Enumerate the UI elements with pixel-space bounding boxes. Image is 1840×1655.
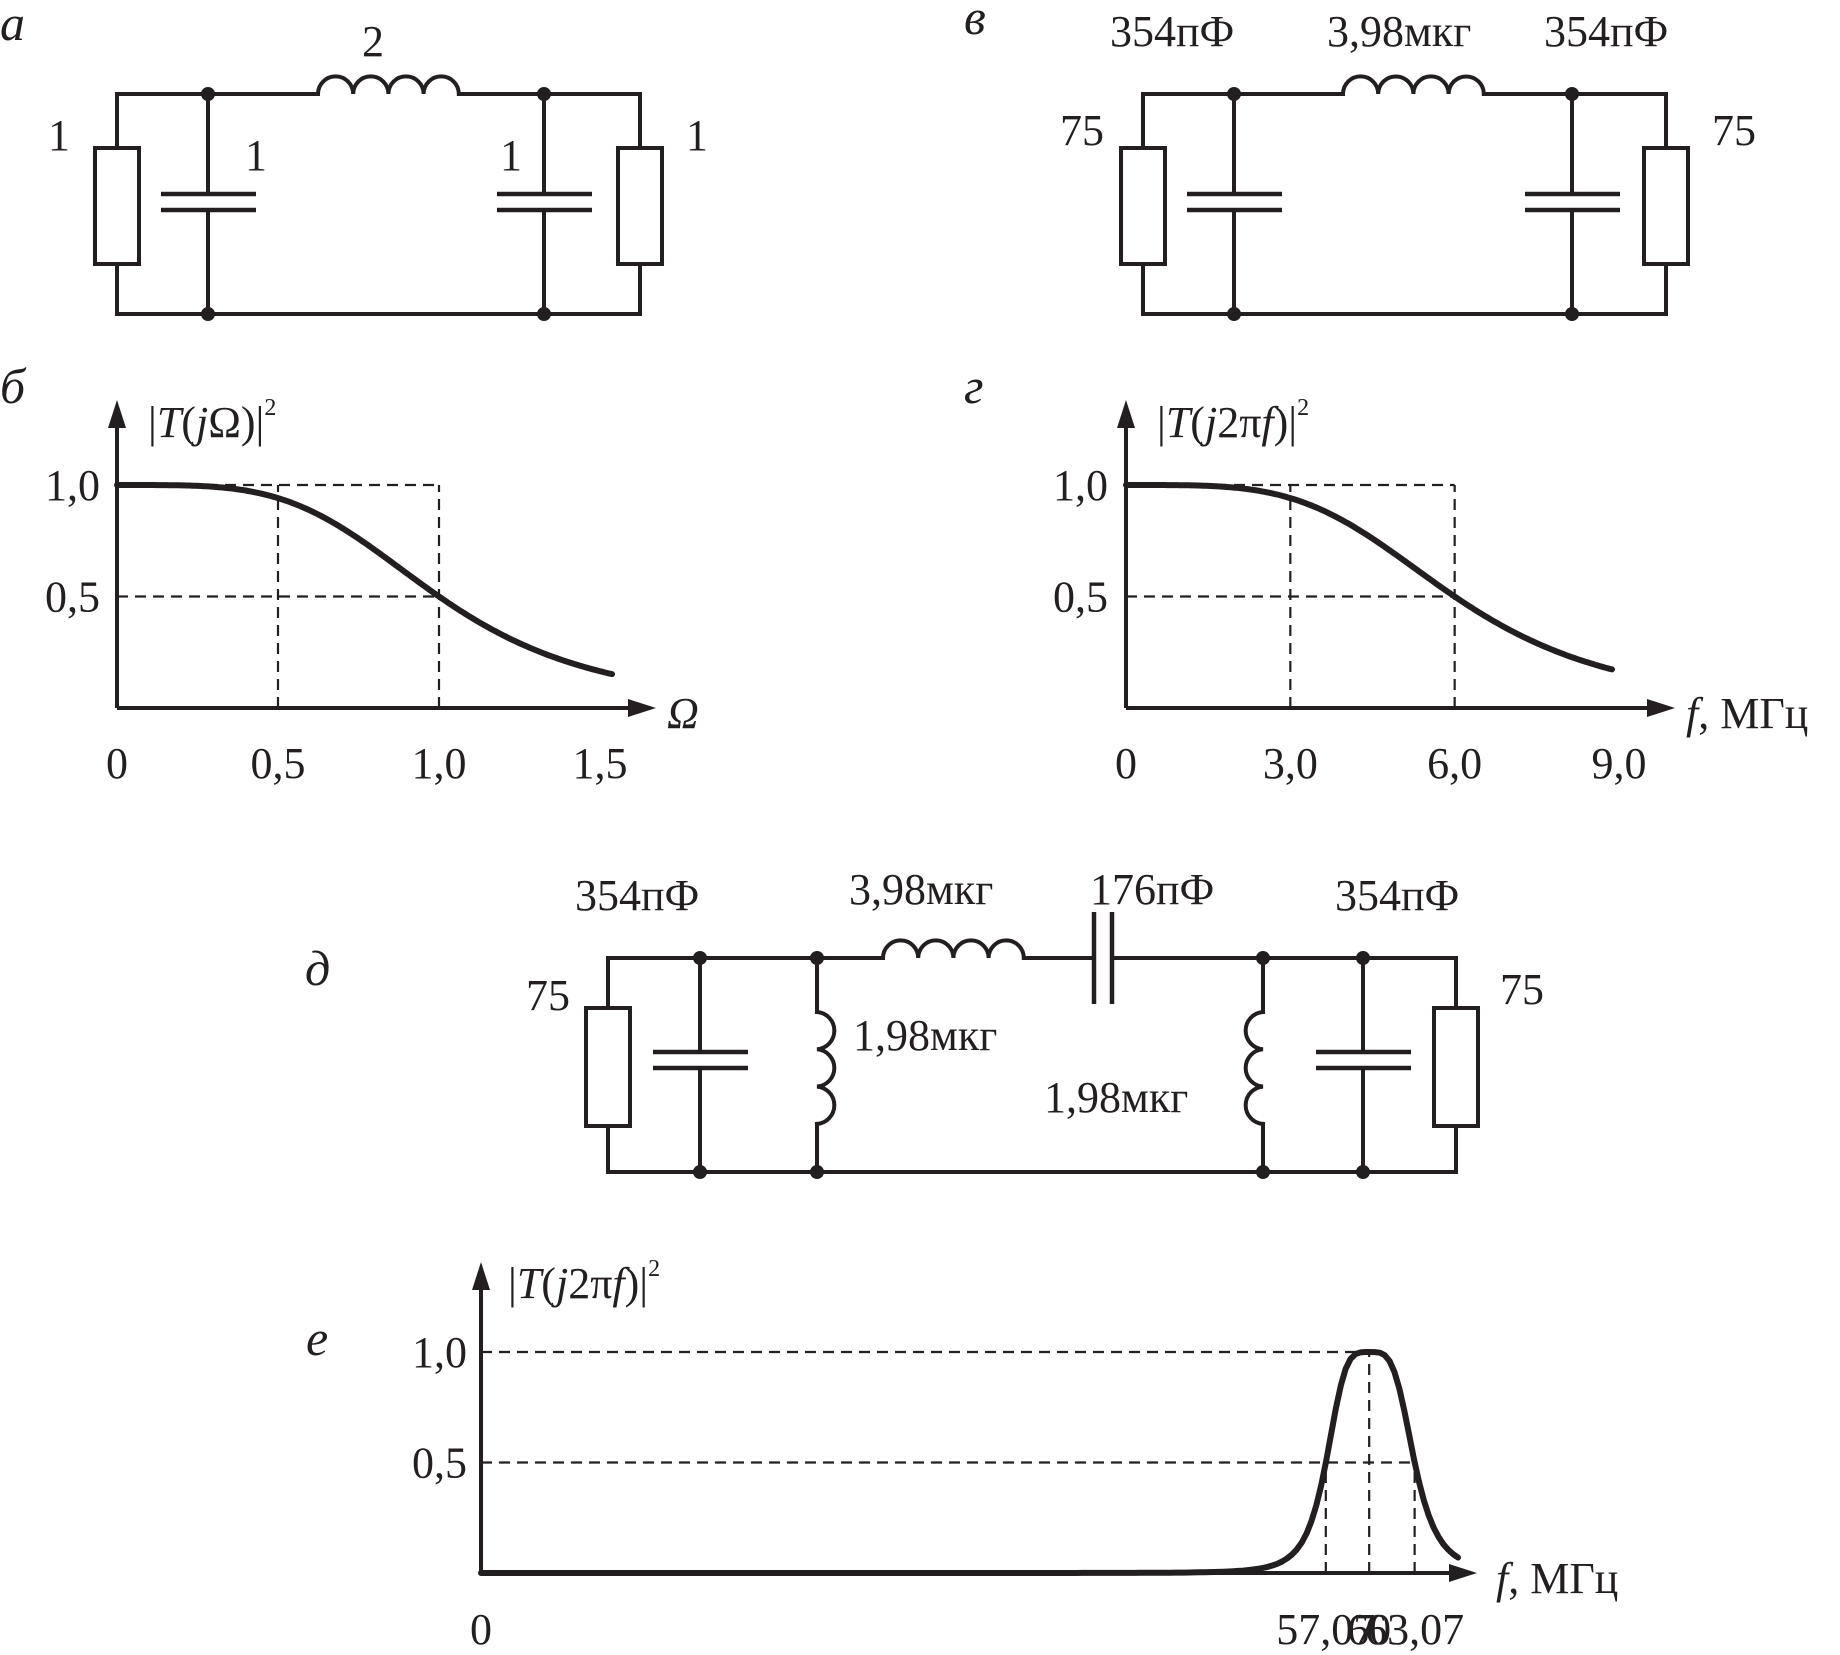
junction (537, 87, 551, 101)
x-axis-label: f, МГц (1496, 1554, 1618, 1603)
x-tick-label: 0 (1115, 739, 1137, 788)
inductor-d-series (880, 938, 1026, 961)
x-tick-label: 0,5 (251, 739, 306, 788)
capacitor-a-right (497, 191, 592, 213)
resistor-v-left (1119, 146, 1167, 266)
inductor-d-shunt-right (1243, 1009, 1266, 1127)
x-axis-arrow (628, 699, 656, 717)
resistor-d-right (1432, 1006, 1480, 1128)
inductor-v (1340, 74, 1486, 97)
resistor-a-right (616, 146, 664, 266)
circuit-a: а 1 1 2 1 1 (0, 0, 708, 321)
junction (1565, 87, 1579, 101)
panel-letter: г (964, 358, 984, 414)
x-tick-label: 0 (470, 1605, 492, 1654)
junction (537, 307, 551, 321)
label-a-c-right: 1 (500, 131, 522, 180)
panel-letter-d: д (305, 940, 330, 996)
junction (810, 951, 824, 965)
circuit-d: д 75 354пФ (305, 865, 1544, 1179)
capacitor-d-right (1316, 1049, 1411, 1071)
junction (201, 307, 215, 321)
resistor-v-right (1642, 146, 1690, 266)
y-axis-arrow (472, 1262, 490, 1290)
junction (1256, 1165, 1270, 1179)
response-curve (478, 1349, 1461, 1576)
circuit-v: в 75 354пФ 3,98мкг 354пФ 75 (964, 0, 1756, 321)
label-a-c-left: 1 (245, 131, 267, 180)
y-tick-label: 1,0 (412, 1328, 467, 1377)
capacitor-d-left (653, 1049, 748, 1071)
junction (201, 87, 215, 101)
y-axis-arrow (108, 400, 126, 428)
junction (1565, 307, 1579, 321)
y-tick-label: 0,5 (1053, 573, 1108, 622)
inductor-d-shunt-left (814, 1009, 837, 1127)
x-tick-label: 57,07 (1276, 1605, 1375, 1654)
x-tick-label: 6,0 (1427, 739, 1482, 788)
y-axis-label: |T(jΩ)|2 (148, 395, 276, 447)
y-axis-label: |T(j2πf)|2 (1157, 395, 1309, 447)
label-d-r-left: 75 (526, 971, 570, 1020)
junction (693, 1165, 707, 1179)
x-axis-arrow (1449, 1564, 1477, 1582)
x-tick-label: 63,07 (1365, 1605, 1464, 1654)
inductor-a (315, 74, 461, 97)
x-tick-label: 1,5 (573, 739, 628, 788)
resistor-a-left (93, 146, 141, 266)
y-tick-label: 1,0 (1053, 461, 1108, 510)
label-d-r-right: 75 (1500, 965, 1544, 1014)
chart-b: б 0 0,5 1,0 1,5 0,5 1,0 |T(jΩ)|2 Ω (0, 358, 699, 788)
y-tick-label: 0,5 (45, 573, 100, 622)
capacitor-v-left (1187, 191, 1282, 213)
y-axis-label: |T(j2πf)|2 (508, 1256, 660, 1308)
chart-g: г 0 3,0 6,0 9,0 0,5 1,0 |T(j2πf)|2 f, МГц (964, 358, 1808, 788)
resistor-d-left (584, 1006, 632, 1128)
label-d-l-shunt-right: 1,98мкг (1044, 1073, 1188, 1122)
x-axis-label: Ω (667, 689, 699, 738)
x-axis-arrow (1647, 699, 1675, 717)
x-tick-label: 1,0 (412, 739, 467, 788)
junction (1356, 951, 1370, 965)
label-v-r-right: 75 (1712, 106, 1756, 155)
x-tick-label: 60 (1347, 1605, 1391, 1654)
label-v-c-right: 354пФ (1544, 7, 1668, 56)
x-tick-label: 0 (106, 739, 128, 788)
y-tick-label: 0,5 (412, 1439, 467, 1488)
label-d-l-series: 3,98мкг (849, 865, 993, 914)
x-tick-label: 3,0 (1263, 739, 1318, 788)
capacitor-d-series (1091, 912, 1115, 1004)
label-v-c-left: 354пФ (1110, 7, 1234, 56)
panel-letter: б (0, 358, 27, 414)
panel-letter-v: в (964, 0, 986, 45)
capacitor-a-left (161, 191, 256, 213)
junction (1356, 1165, 1370, 1179)
junction (810, 1165, 824, 1179)
label-a-r-right: 1 (686, 111, 708, 160)
label-v-r-left: 75 (1060, 106, 1104, 155)
capacitor-v-right (1525, 191, 1620, 213)
junction (693, 951, 707, 965)
label-d-c-left: 354пФ (575, 871, 699, 920)
x-tick-label: 9,0 (1592, 739, 1647, 788)
panel-letter-a: а (0, 0, 25, 51)
panel-letter: е (306, 1310, 328, 1366)
junction (1227, 307, 1241, 321)
y-axis-arrow (1117, 400, 1135, 428)
label-d-c-series: 176пФ (1090, 865, 1214, 914)
label-v-l-series: 3,98мкг (1327, 7, 1471, 56)
label-d-c-right: 354пФ (1335, 871, 1459, 920)
junction (1227, 87, 1241, 101)
x-axis-label: f, МГц (1686, 689, 1808, 738)
label-a-r-left: 1 (48, 111, 70, 160)
label-a-l-series: 2 (362, 17, 384, 66)
label-d-l-shunt-left: 1,98мкг (853, 1011, 997, 1060)
junction (1256, 951, 1270, 965)
response-curve (114, 482, 615, 678)
response-curve (1123, 482, 1615, 673)
y-tick-label: 1,0 (45, 461, 100, 510)
